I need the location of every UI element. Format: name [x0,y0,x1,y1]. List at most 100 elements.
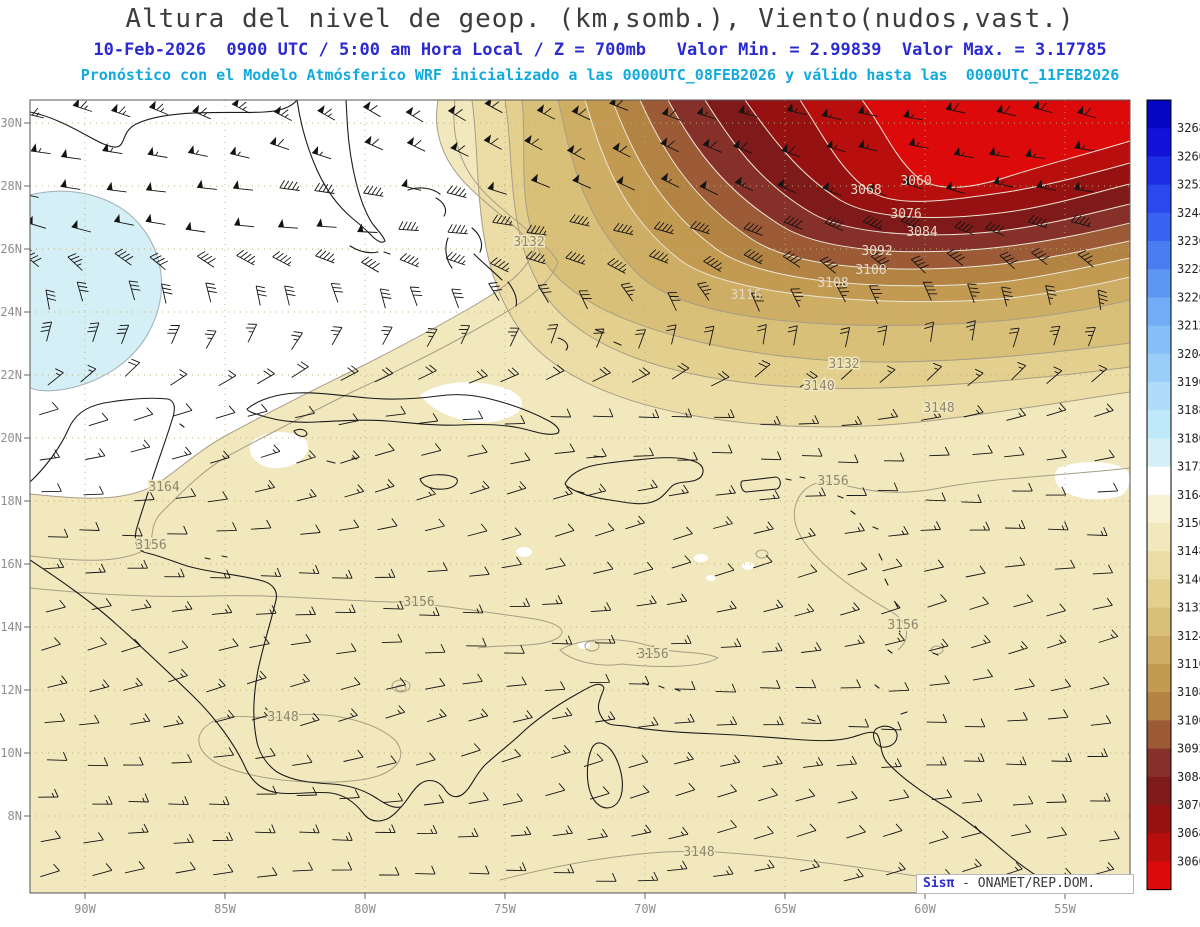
lon-tick-90W: 90W [74,902,96,916]
colorbar-label: 3244 [1177,206,1200,220]
line-3156-east [793,467,1130,651]
coastline-south-america [400,683,1068,893]
colorbar-cell [1147,635,1171,665]
lat-tick-30N: 30N [0,116,22,130]
contour-3100 [639,100,1130,270]
band-3060 [862,100,1130,188]
sispi-logo: Sisπ [923,876,955,891]
contour-3108 [611,100,1130,287]
contour-label-3060: 3060 [900,174,931,189]
colorbar-cell [1147,579,1171,609]
contour-3092 [667,100,1130,253]
line-3164 [30,100,536,499]
contour-label-3116: 3116 [730,288,761,303]
colorbar-cell [1147,776,1171,806]
colorbar-cell [1147,833,1171,862]
colorbar-border [1146,99,1172,891]
axis-labels: 30N 28N 26N 24N 22N 20N 18N 16N 14N 12N 10N 8N 90W 85… [0,116,1076,916]
colorbar-cell [1147,325,1171,355]
coastlines [30,100,1068,893]
contour-label-3132: 3132 [513,235,544,250]
region-white-speck-3 [742,562,754,570]
colorbar-label: 3220 [1177,290,1200,304]
grid-lines [30,100,1130,893]
region-blue-3172 [30,191,162,391]
line-3172-blob [30,190,162,392]
contour-label-3092: 3092 [861,244,892,259]
colorbar-cell [1147,664,1171,693]
colorbar-label: 3108 [1177,685,1200,699]
contour-label-3140: 3140 [803,379,834,394]
colorbar-cell [1147,297,1171,327]
contour-label-3068: 3068 [850,183,881,198]
map-area: 3060 3068 3076 3084 3092 3100 3108 3116 3132 3132… [30,100,1130,893]
colorbar-cell [1147,720,1171,750]
lat-tick-26N: 26N [0,242,22,256]
contour-label-3156: 3156 [135,538,166,553]
colorbar-cell [1147,551,1171,580]
coastline-puerto-rico [740,476,806,493]
model-info-line: Pronóstico con el Modelo Atmósferico WRF… [80,66,1120,84]
wind-barbs [30,100,1120,883]
colorbar-label: 3188 [1177,403,1200,417]
colorbar-cell [1147,607,1171,637]
contour-label-3156: 3156 [817,474,848,489]
lon-tick-65W: 65W [774,902,796,916]
colorbar-cell [1147,241,1171,270]
lat-tick-8N: 8N [8,809,22,823]
contour-label-3148: 3148 [923,401,954,416]
region-white-speck-2 [694,554,708,562]
colorbar-cell [1147,184,1171,214]
colorbar-cell [1147,100,1171,129]
line-3156-west [30,100,559,561]
contour-labels: 3060 3068 3076 3084 3092 3100 3108 3116 3132 3132… [134,174,956,862]
colorbar-cell [1147,748,1171,778]
colorbar-cell [1147,353,1171,383]
lat-tick-22N: 22N [0,368,22,382]
lat-tick-18N: 18N [0,494,22,508]
colorbar-label: 3140 [1177,572,1200,586]
credit-text: - ONAMET/REP.DOM. [954,876,1096,891]
lat-tick-14N: 14N [0,620,22,634]
colorbar-cell [1147,156,1171,186]
coastline-florida [296,100,386,243]
colorbar-cell [1147,861,1171,891]
contour-label-3148: 3148 [683,845,714,860]
coastline-gulf-coast [30,100,298,148]
lon-tick-75W: 75W [494,902,516,916]
colorbar-label: 3260 [1177,149,1200,163]
region-white-patch-right [1054,462,1130,500]
contour-3116 [584,100,1130,303]
coastline-jamaica [419,474,458,490]
map-frame [29,99,1131,894]
colorbar-cell [1147,212,1171,242]
coastline-cuba [246,392,560,437]
colorbar-label: 3180 [1177,431,1200,445]
coastline-lake-maracaibo [586,742,623,809]
contour-lines [30,100,1130,881]
coastline-bay-islands [179,423,228,560]
lon-tick-80W: 80W [354,902,376,916]
coastline-yucatan-central-america [30,397,402,808]
coastline-trinidad [873,725,898,748]
line-3156-mid [30,587,563,649]
loop-3148-nicaragua [198,714,402,783]
contour-3132 [521,100,1130,363]
colorbar-label: 3236 [1177,234,1200,248]
lon-tick-85W: 85W [214,902,236,916]
page-title: Altura del nivel de geop. (km,somb.), Vi… [125,4,1075,34]
small-loops [391,549,944,693]
lat-tick-16N: 16N [0,557,22,571]
coastline-lesser-antilles [837,495,939,715]
colorbar-cell [1147,523,1171,552]
contour-3084 [704,100,1130,236]
region-white-speck-1 [516,547,532,557]
colorbar-label: 3156 [1177,516,1200,530]
colorbar-label: 3068 [1177,826,1200,840]
lat-tick-24N: 24N [0,305,22,319]
colorbar-label: 3148 [1177,544,1200,558]
colorbar-label: 3132 [1177,601,1200,615]
contour-label-3100: 3100 [855,263,886,278]
shading-bands [472,100,1130,427]
colorbar-label: 3228 [1177,262,1200,276]
